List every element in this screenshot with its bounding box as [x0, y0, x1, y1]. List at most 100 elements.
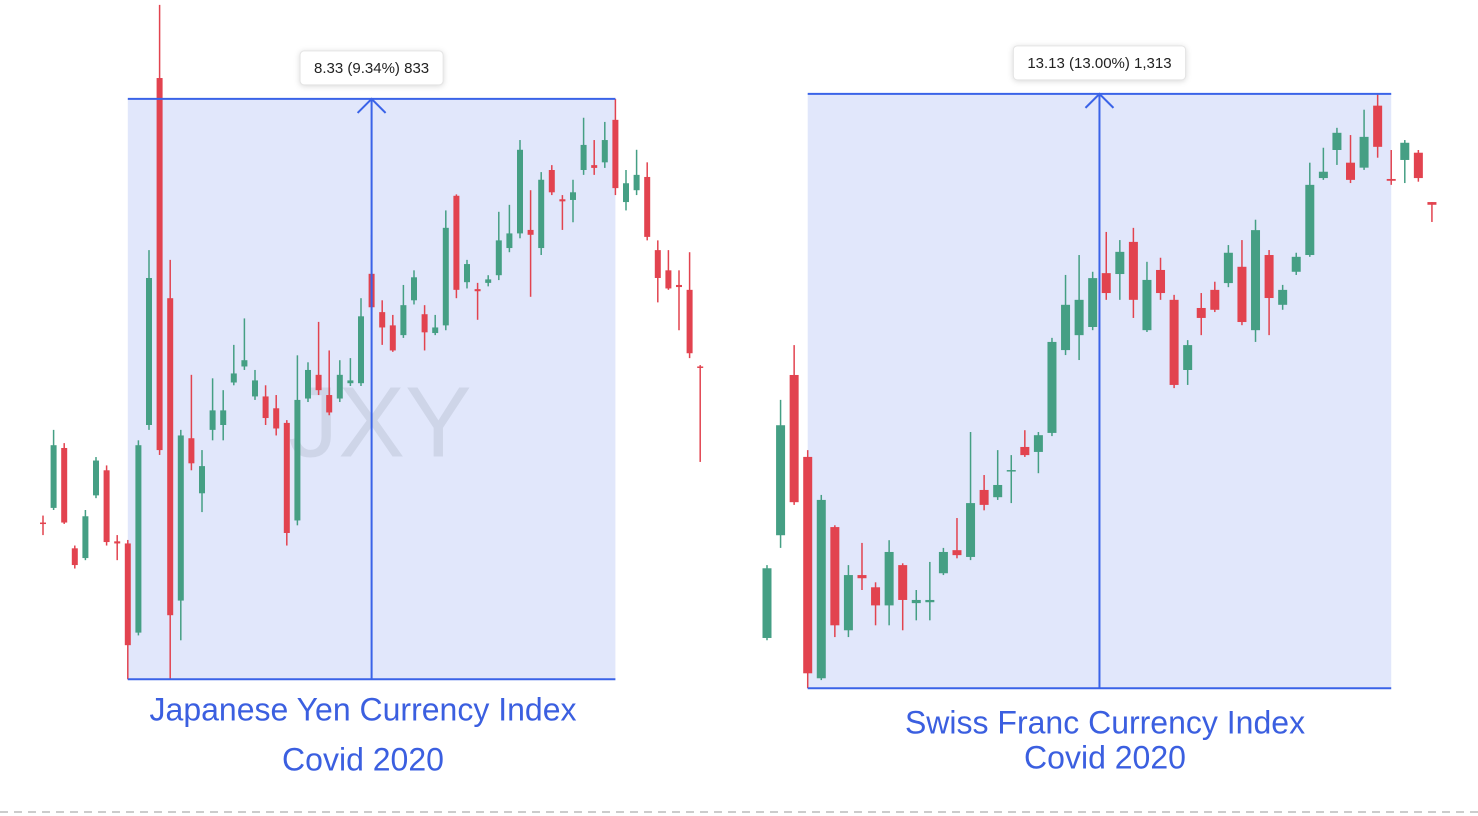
- candle-body: [156, 78, 163, 451]
- candle-body: [305, 369, 311, 399]
- candle-body: [884, 551, 894, 606]
- candle-body: [1088, 278, 1098, 327]
- candle-body: [1264, 255, 1274, 299]
- candle-wick: [1431, 202, 1433, 222]
- candle-wick: [434, 314, 436, 336]
- candle-body: [623, 183, 629, 203]
- candle-body: [925, 599, 935, 603]
- candle-body: [1183, 345, 1193, 370]
- candle-body: [199, 466, 205, 494]
- candle-body: [103, 470, 110, 543]
- label-text: 8.33 (9.34%) 833: [314, 60, 429, 77]
- candle-body: [1251, 230, 1261, 331]
- candle-body: [1033, 435, 1043, 452]
- candle-wick: [1322, 147, 1325, 180]
- candle-body: [124, 543, 131, 646]
- candle-body: [1359, 136, 1369, 168]
- candle-wick: [1390, 150, 1392, 185]
- candle-body: [1278, 289, 1288, 305]
- candle-wick: [211, 378, 214, 441]
- candle-body: [1332, 132, 1342, 150]
- candle-body: [1006, 470, 1016, 472]
- candle-body: [871, 587, 881, 606]
- candle-wick: [328, 350, 330, 416]
- candle-body: [993, 484, 1003, 498]
- candle-wick: [243, 318, 246, 370]
- candle-body: [40, 522, 46, 525]
- candle-body: [1101, 273, 1111, 294]
- candle-body: [93, 460, 99, 496]
- candle-body: [686, 289, 693, 354]
- candle-body: [538, 179, 545, 249]
- candle-body: [580, 144, 587, 170]
- chart-panel: 13.13 (13.00%) 1,313 Swiss Franc Currency…: [762, 45, 1437, 775]
- candle-body: [464, 264, 470, 283]
- candle-body: [938, 551, 948, 574]
- candle-body: [283, 422, 290, 533]
- candle-body: [1291, 256, 1301, 272]
- candle-body: [1074, 299, 1084, 336]
- candle-wick: [667, 250, 670, 290]
- candle-wick: [1404, 140, 1406, 184]
- candle-body: [548, 170, 555, 193]
- candle-body: [495, 240, 502, 276]
- candle-body: [1223, 252, 1233, 284]
- candle-body: [114, 541, 121, 544]
- candle-body: [347, 380, 354, 384]
- candle-body: [262, 396, 269, 419]
- candle-body: [1047, 341, 1057, 433]
- candle-body: [1142, 279, 1152, 331]
- candle-body: [411, 277, 417, 301]
- arrow-head: [356, 97, 387, 114]
- candle-body: [442, 227, 449, 326]
- candle-body: [1169, 299, 1179, 385]
- candle-body: [1020, 446, 1030, 456]
- candle-body: [601, 140, 608, 163]
- candle-wick: [956, 518, 958, 559]
- candle-body: [697, 366, 704, 368]
- measure-label: 13.13 (13.00%) 1,313: [1012, 45, 1187, 81]
- candle-body: [898, 565, 908, 600]
- candle-body: [1346, 162, 1356, 180]
- candle-body: [1237, 266, 1247, 323]
- candle-body: [1196, 307, 1206, 318]
- candle-body: [230, 373, 237, 383]
- candle-body: [167, 298, 174, 616]
- candle-body: [857, 575, 867, 579]
- candle-body: [979, 489, 989, 505]
- candle-wick: [1024, 430, 1026, 457]
- candle-body: [1061, 304, 1071, 351]
- candle-body: [358, 316, 364, 384]
- candle-body: [177, 435, 184, 601]
- candle-wick: [476, 282, 479, 320]
- candle-body: [506, 233, 513, 249]
- candle-body: [654, 250, 661, 278]
- candle-body: [453, 195, 460, 290]
- candle-body: [803, 456, 813, 674]
- candle-body: [273, 408, 280, 429]
- arrow-head: [1084, 92, 1115, 109]
- chart-title: Swiss Franc Currency Index: [905, 704, 1305, 740]
- candle-body: [188, 438, 195, 464]
- candle-body: [315, 374, 322, 391]
- candle-body: [1413, 152, 1423, 179]
- candle-body: [379, 312, 386, 328]
- candle-body: [911, 599, 921, 604]
- candle-body: [432, 327, 439, 334]
- candle-body: [336, 374, 343, 399]
- candle-body: [400, 305, 407, 336]
- label-box: [1012, 45, 1187, 81]
- candle-body: [474, 289, 481, 292]
- chart-subtitle: Covid 2020: [1024, 739, 1186, 775]
- candle-wick: [1037, 432, 1040, 474]
- candle-body: [1386, 178, 1396, 181]
- candle-body: [71, 548, 78, 566]
- candle-body: [389, 325, 396, 351]
- candle-body: [665, 270, 672, 289]
- candle-body: [421, 314, 428, 333]
- candle-body: [485, 279, 492, 283]
- candle-body: [1318, 171, 1328, 179]
- candle-body: [82, 516, 89, 559]
